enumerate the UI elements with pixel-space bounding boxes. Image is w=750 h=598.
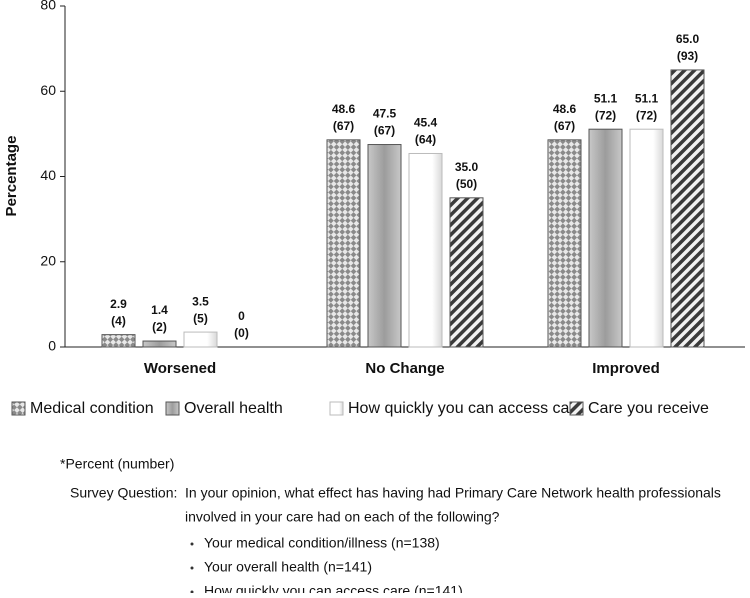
legend-label: Overall health [184, 400, 283, 417]
note: In your opinion, what effect has having … [185, 485, 721, 501]
bar [367, 144, 402, 348]
x-tick-label: Improved [592, 360, 660, 377]
y-tick-label: 0 [48, 338, 56, 354]
x-tick-label: No Change [365, 360, 444, 377]
count-label: (50) [456, 177, 477, 191]
bar [183, 331, 218, 348]
legend-swatch [329, 401, 344, 416]
bar [408, 152, 443, 348]
legend-label: How quickly you can access care [348, 400, 584, 417]
value-label: 47.5 [373, 107, 397, 121]
value-label: 3.5 [192, 294, 209, 308]
value-label: 48.6 [332, 102, 356, 116]
bar [588, 128, 623, 348]
count-label: (0) [234, 326, 249, 340]
x-tick-label: Worsened [144, 360, 216, 377]
y-tick-label: 40 [40, 167, 56, 183]
value-label: 65.0 [676, 32, 700, 46]
y-axis-label: Percentage [3, 136, 20, 217]
count-label: (4) [111, 314, 126, 328]
bar [547, 139, 582, 348]
bar [449, 197, 484, 348]
value-label: 0 [238, 309, 245, 323]
count-label: (93) [677, 49, 698, 63]
y-tick-label: 60 [40, 82, 56, 98]
count-label: (67) [333, 119, 354, 133]
value-label: 45.4 [414, 116, 438, 130]
bar [101, 334, 136, 348]
bar [326, 139, 361, 348]
bar [670, 69, 705, 348]
legend-swatch [569, 401, 584, 416]
note: Your overall health (n=141) [204, 559, 372, 575]
note: *Percent (number) [60, 456, 174, 472]
bullet [190, 566, 194, 570]
value-label: 1.4 [151, 303, 168, 317]
legend-label: Care you receive [588, 400, 709, 417]
note: How quickly you can access care (n=141) [204, 583, 463, 593]
value-label: 51.1 [594, 91, 618, 105]
count-label: (72) [595, 108, 616, 122]
legend-swatch [165, 401, 180, 416]
note: Survey Question: [70, 485, 177, 501]
legend-swatch [11, 401, 26, 416]
bullet [190, 542, 194, 546]
note: involved in your care had on each of the… [185, 509, 500, 525]
value-label: 51.1 [635, 91, 659, 105]
count-label: (67) [554, 119, 575, 133]
count-label: (64) [415, 133, 436, 147]
value-label: 2.9 [110, 297, 127, 311]
value-label: 35.0 [455, 160, 479, 174]
bar [142, 340, 177, 348]
bar [629, 128, 664, 348]
value-label: 48.6 [553, 102, 577, 116]
y-tick-label: 80 [40, 0, 56, 13]
count-label: (2) [152, 320, 167, 334]
count-label: (67) [374, 124, 395, 138]
legend-label: Medical condition [30, 400, 154, 417]
count-label: (72) [636, 108, 657, 122]
count-label: (5) [193, 311, 208, 325]
y-tick-label: 20 [40, 252, 56, 268]
note: Your medical condition/illness (n=138) [204, 535, 440, 551]
